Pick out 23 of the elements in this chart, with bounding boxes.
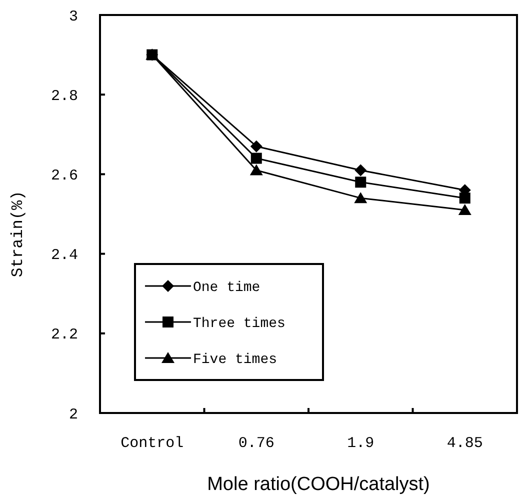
point [250, 164, 263, 176]
point [250, 140, 262, 152]
x-tick-label: 4.85 [446, 435, 483, 452]
x-tick-label: 0.76 [238, 435, 274, 452]
legend-label: Five times [193, 352, 278, 368]
y-tick-label: 2.6 [50, 167, 78, 184]
y-tick-label: 2.2 [50, 326, 78, 344]
x-tick-label: 1.9 [347, 435, 374, 452]
y-tick-label: 2.4 [50, 247, 78, 264]
point [250, 152, 262, 164]
point [458, 204, 472, 216]
y-tick-label: 2 [68, 406, 78, 424]
point [459, 192, 470, 204]
point [354, 164, 367, 176]
legend-label: Three times [193, 316, 286, 332]
y-tick-label: 3 [68, 8, 78, 26]
x-tick-label: Control [120, 435, 184, 452]
point [354, 192, 368, 204]
x-axis-title: Mole ratio(COOH/catalyst) [207, 474, 430, 495]
point [355, 176, 366, 188]
legend-label: One time [193, 280, 260, 296]
y-tick-label: 2.8 [50, 88, 78, 105]
y-axis-title: Strain(%) [9, 190, 27, 278]
